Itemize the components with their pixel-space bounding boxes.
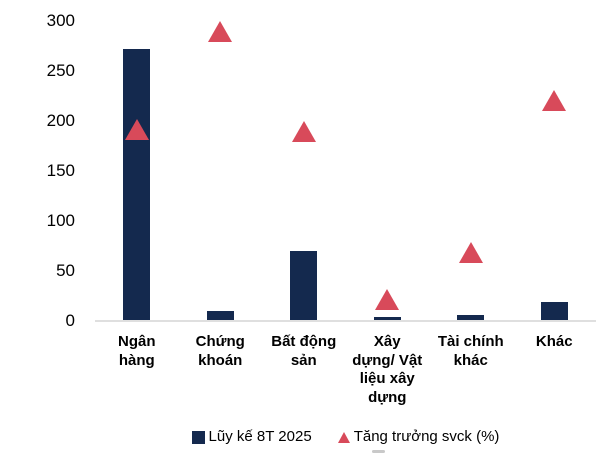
triangle-marker-4 — [458, 239, 483, 263]
legend-bar-swatch-icon — [191, 430, 205, 444]
y-tick-label: 150 — [46, 161, 75, 180]
y-axis: 0 50 100 150 200 250 300 — [0, 0, 77, 340]
legend-triangle-icon — [337, 431, 350, 443]
x-axis-line — [95, 320, 596, 322]
legend: Lũy kế 8T 2025 Tăng trưởng svck (%) — [95, 427, 596, 447]
x-label-line: Bất động — [271, 333, 337, 350]
x-label-line: dựng — [368, 388, 407, 406]
x-label-line: Chứng — [195, 333, 245, 350]
y-tick-label: 100 — [46, 211, 75, 230]
x-label-line: Ngân — [118, 333, 156, 350]
x-label-line: khác — [453, 351, 488, 369]
triangle-marker-1 — [208, 18, 233, 42]
x-label-line: liệu xây — [359, 370, 415, 387]
cropped-text-artifact — [372, 450, 385, 453]
y-tick-label: 250 — [46, 61, 75, 80]
triangle-marker-0 — [124, 116, 149, 140]
bar-5 — [540, 302, 568, 320]
x-category-label-0: Ngân hàng — [95, 333, 179, 370]
bar-3 — [373, 317, 401, 320]
legend-item-1: Tăng trưởng svck (%) — [337, 428, 500, 446]
legend-label: Tăng trưởng svck (%) — [353, 428, 500, 445]
triangle-marker-3 — [375, 286, 400, 310]
x-label-line: Khác — [535, 333, 573, 350]
bar-4 — [457, 315, 485, 320]
bar-2 — [290, 251, 318, 320]
x-label-line: Xây — [373, 333, 401, 350]
x-label-line: dựng/ Vật — [352, 351, 423, 369]
triangle-marker-5 — [542, 87, 567, 111]
x-label-line: hàng — [118, 351, 155, 369]
x-category-label-5: Khác — [513, 333, 597, 352]
y-tick-label: 300 — [46, 11, 75, 30]
bar-1 — [206, 311, 234, 320]
x-label-line: sản — [290, 351, 317, 369]
x-label-line: khoán — [198, 351, 243, 369]
x-category-label-4: Tài chính khác — [429, 333, 513, 370]
y-tick-label: 0 — [65, 311, 75, 330]
x-category-label-2: Bất động sản — [262, 333, 346, 370]
x-label-line: Tài chính — [437, 333, 504, 350]
bar-0 — [123, 49, 151, 320]
legend-label: Lũy kế 8T 2025 — [208, 428, 312, 445]
x-category-label-3: Xây dựng/ Vật liệu xây dựng — [346, 333, 430, 407]
y-tick-label: 50 — [56, 261, 75, 280]
y-tick-label: 200 — [46, 111, 75, 130]
triangle-marker-2 — [291, 118, 316, 142]
x-category-label-1: Chứng khoán — [179, 333, 263, 370]
legend-item-0: Lũy kế 8T 2025 — [191, 428, 312, 446]
